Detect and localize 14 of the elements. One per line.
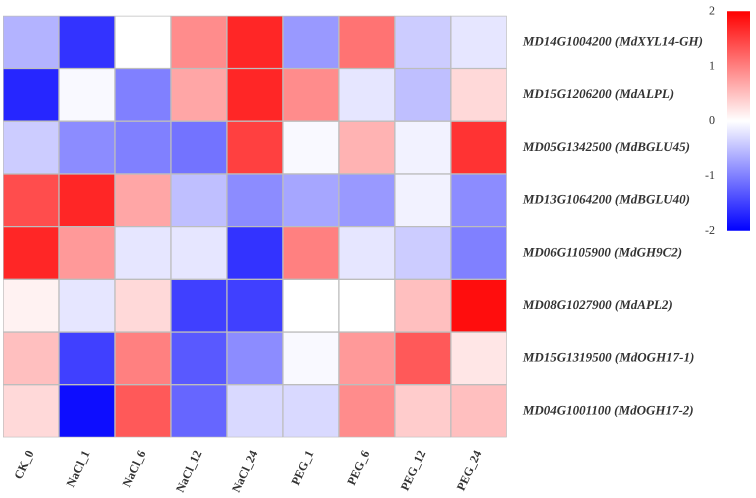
y-tick-label: MD15G1319500 (MdOGH17-1) bbox=[522, 350, 694, 365]
color-bar-label: 1 bbox=[709, 58, 715, 72]
x-tick-label: CK_0 bbox=[11, 448, 37, 482]
y-tick-label: MD06G1105900 (MdGH9C2) bbox=[522, 244, 682, 260]
color-bar-label: -2 bbox=[705, 222, 715, 237]
y-tick-label: MD05G1342500 (MdBGLU45) bbox=[522, 138, 690, 154]
y-tick-label: MD15G1206200 (MdALPL) bbox=[522, 86, 674, 102]
color-bar-label: -1 bbox=[705, 168, 715, 182]
y-tick-label: MD13G1064200 (MdBGLU40) bbox=[522, 192, 690, 207]
color-bar-label: 0 bbox=[709, 113, 715, 128]
y-tick-label: MD08G1027900 (MdAPL2) bbox=[522, 297, 673, 312]
y-tick-label: MD04G1001100 (MdOGH17-2) bbox=[522, 402, 694, 418]
color-bar-label: 2 bbox=[709, 3, 715, 18]
y-tick-label: MD14G1004200 (MdXYL14-GH) bbox=[522, 34, 704, 49]
